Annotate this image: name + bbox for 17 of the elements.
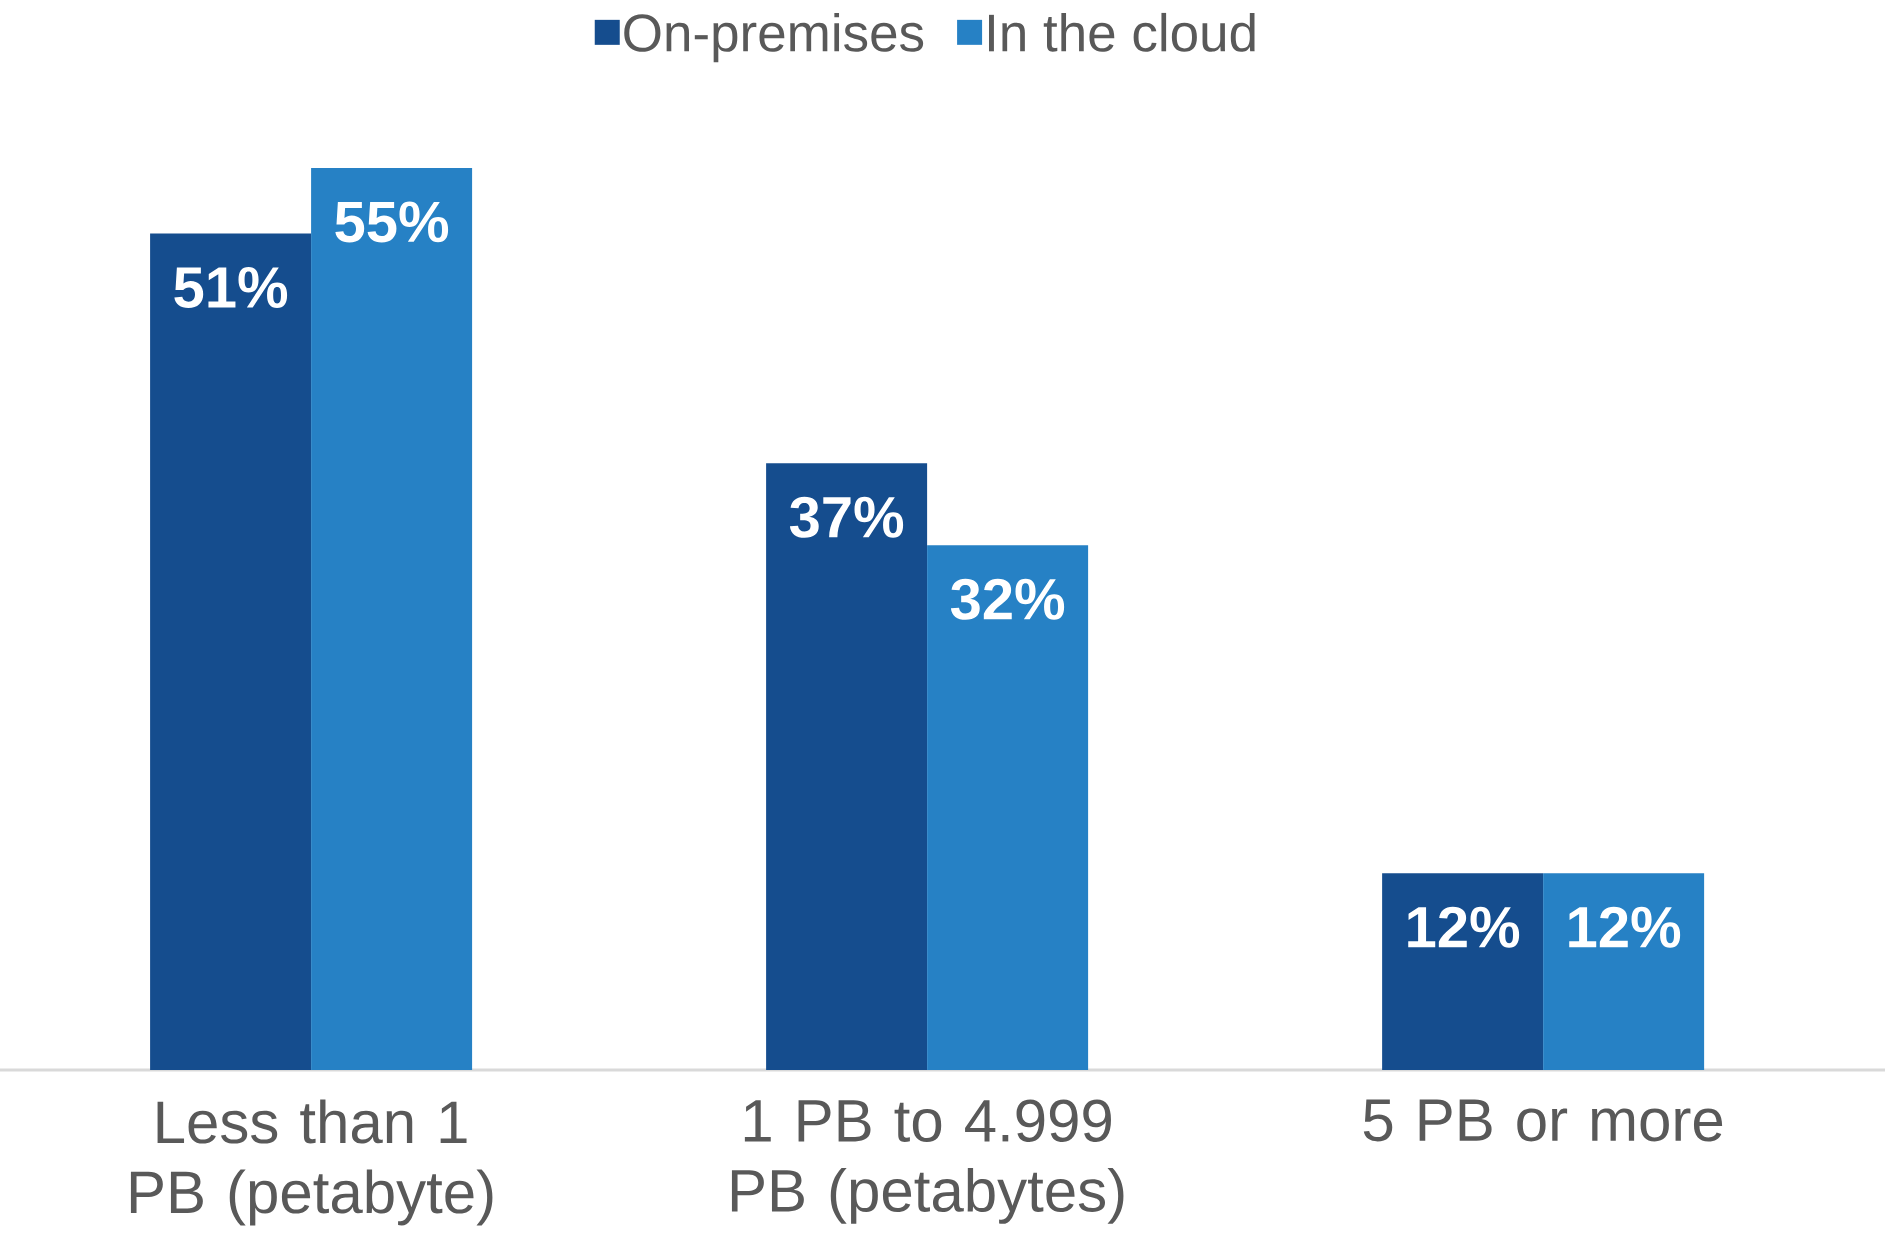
- data-label: 12%: [1569, 906, 1681, 948]
- bar: [766, 463, 928, 1070]
- bar: [927, 545, 1089, 1070]
- bar: [1543, 873, 1705, 1070]
- data-label: 55%: [335, 201, 449, 243]
- bar: [1382, 873, 1544, 1070]
- x-tick-label: Less than 1 PB (petabyte): [130, 1099, 493, 1226]
- bar: [311, 167, 473, 1070]
- data-label: 12%: [1408, 906, 1520, 948]
- x-tick-label: 5 PB or more: [1363, 1099, 1723, 1142]
- legend-label: On-premises: [624, 12, 924, 63]
- data-label: 37%: [789, 496, 904, 538]
- bar: [150, 233, 312, 1070]
- data-label: 51%: [174, 267, 288, 309]
- x-tick-label: 1 PB to 4.999 PB (petabytes): [731, 1099, 1124, 1224]
- data-label: 32%: [950, 578, 1065, 620]
- legend-label: In the cloud: [988, 12, 1255, 52]
